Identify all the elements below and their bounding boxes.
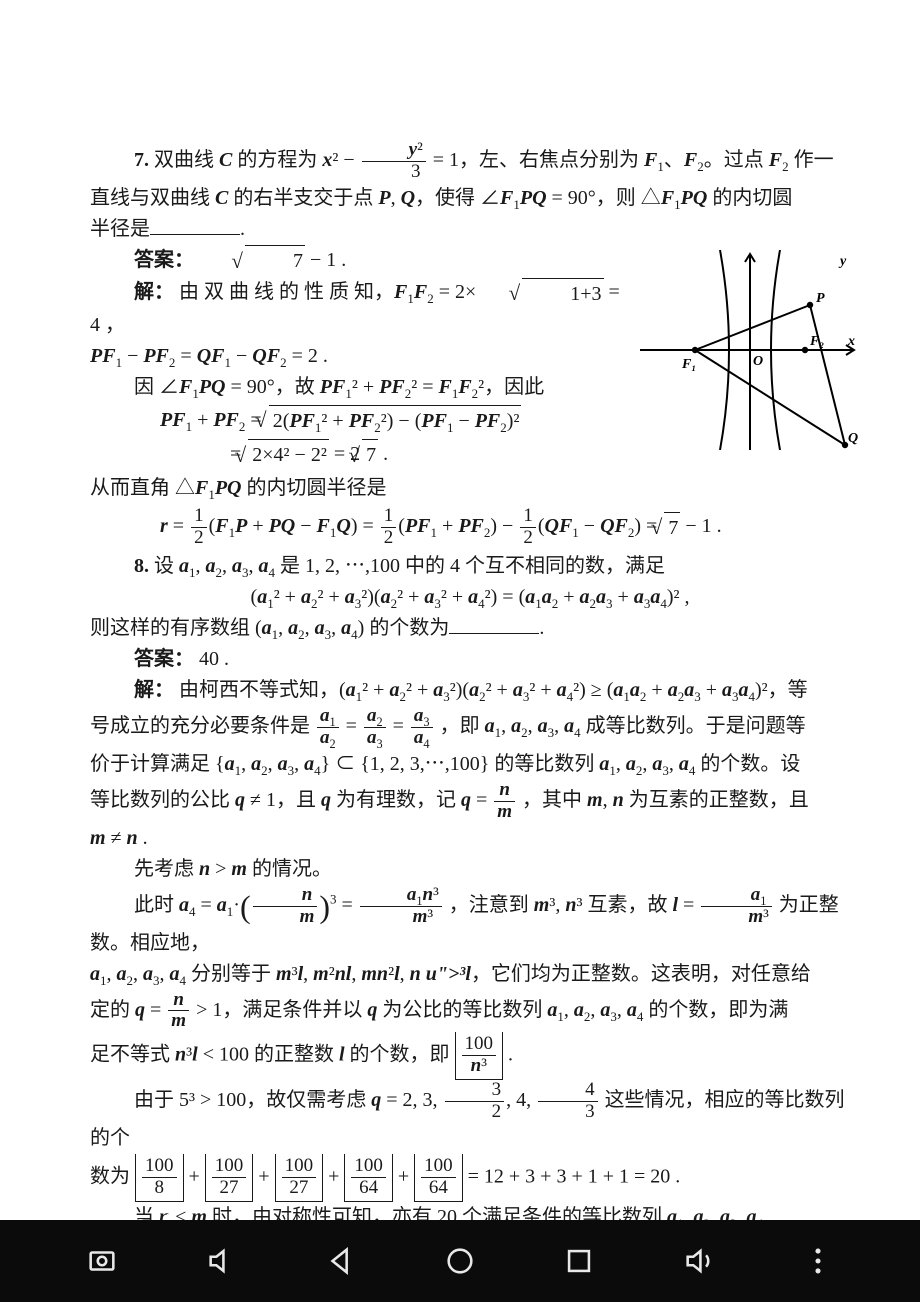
p8-answer: 答案： 40 .: [90, 644, 850, 675]
p7-stem-line1: 7. 双曲线 C 的方程为 x² − y²3 = 1，左、右焦点分别为 F1、F…: [90, 140, 850, 183]
p7-sol-l4: 从而直角 △F1PQ 的内切圆半径是: [90, 473, 850, 504]
home-icon[interactable]: [443, 1244, 477, 1278]
p7-blank: [150, 215, 240, 235]
p8-sol-l3b: a1, a2, a3, a4 分别等于 m³l, m²nl, mn²l, n u…: [90, 959, 850, 990]
recent-icon[interactable]: [562, 1244, 596, 1278]
p7-number: 7.: [134, 149, 149, 171]
document-page: y x O F₁ F₂ P Q 7. 双曲线 C 的方程为 x² − y²3 =…: [0, 0, 920, 1220]
p8-sol-l4a: 由于 5³ > 100，故仅需考虑 q = 2, 3, 32, 4, 43 这些…: [90, 1080, 850, 1154]
p7-sol-eq3: r = 12(F1P + PQ − F1Q) = 12(PF1 + PF2) −…: [160, 506, 850, 549]
android-navbar: [0, 1220, 920, 1302]
volume-down-icon[interactable]: [205, 1244, 239, 1278]
p8-sol-l1c: 价于计算满足 {a1, a2, a3, a4} ⊂ {1, 2, 3,⋯,100…: [90, 749, 850, 780]
p8-stem-l1: 8. 设 a1, a2, a3, a4 是 1, 2, ⋯,100 中的 4 个…: [90, 551, 850, 582]
volume-up-icon[interactable]: [682, 1244, 716, 1278]
p8-sol-l1e: m ≠ n .: [90, 823, 850, 854]
f2-label: F₂: [809, 334, 824, 349]
p8-number: 8.: [134, 555, 149, 577]
p8-stem-eq: (a1² + a2² + a3²)(a2² + a3² + a4²) = (a1…: [90, 582, 850, 613]
p7-stem-line3: 半径是.: [90, 214, 850, 245]
p8-answer-value: 40 .: [199, 648, 229, 670]
p7-stem-line2: 直线与双曲线 C 的右半支交于点 P, Q，使得 ∠F1PQ = 90°，则 △…: [90, 183, 850, 214]
p8-sol-l1b: 号成立的充分必要条件是 a1a2 = a2a3 = a3a4 ，即 a1, a2…: [90, 706, 850, 749]
more-icon[interactable]: [801, 1244, 835, 1278]
p-label: P: [816, 291, 825, 306]
p7-answer-label: 答案：: [134, 249, 194, 271]
p8-sol-l3c: 定的 q = nm > 1，满足条件并以 q 为公比的等比数列 a1, a2, …: [90, 990, 850, 1033]
f1-label: F₁: [681, 357, 696, 372]
p8-sol-l2: 先考虑 n > m 的情况。: [90, 854, 850, 885]
screenshot-icon[interactable]: [85, 1244, 119, 1278]
hyperbola-figure: y x O F₁ F₂ P Q: [640, 250, 860, 450]
origin-label: O: [753, 354, 763, 369]
p8-sol-l3a: 此时 a4 = a1·(nm)3 = a1n³m³ ，注意到 m³, n³ 互素…: [90, 885, 850, 959]
p7-sol-label: 解：: [134, 281, 174, 303]
p8-sol-l1d: 等比数列的公比 q ≠ 1，且 q 为有理数，记 q = nm ，其中 m, n…: [90, 780, 850, 823]
p8-sol-l3d: 足不等式 n³l < 100 的正整数 l 的个数，即 100n³ .: [90, 1032, 850, 1080]
axis-y-label: y: [838, 254, 847, 269]
p8-sol-l4b: 数为 1008 + 10027 + 10027 + 10064 + 10064 …: [90, 1154, 850, 1202]
axis-x-label: x: [847, 334, 855, 349]
p8-stem-l2: 则这样的有序数组 (a1, a2, a3, a4) 的个数为.: [90, 613, 850, 644]
back-icon[interactable]: [324, 1244, 358, 1278]
q-label: Q: [848, 431, 858, 446]
p8-answer-label: 答案：: [134, 648, 194, 670]
p8-sol-l1a: 解： 由柯西不等式知，(a1² + a2² + a3²)(a2² + a3² +…: [90, 675, 850, 706]
p8-blank: [449, 614, 539, 634]
p8-sol-label: 解：: [134, 679, 174, 701]
